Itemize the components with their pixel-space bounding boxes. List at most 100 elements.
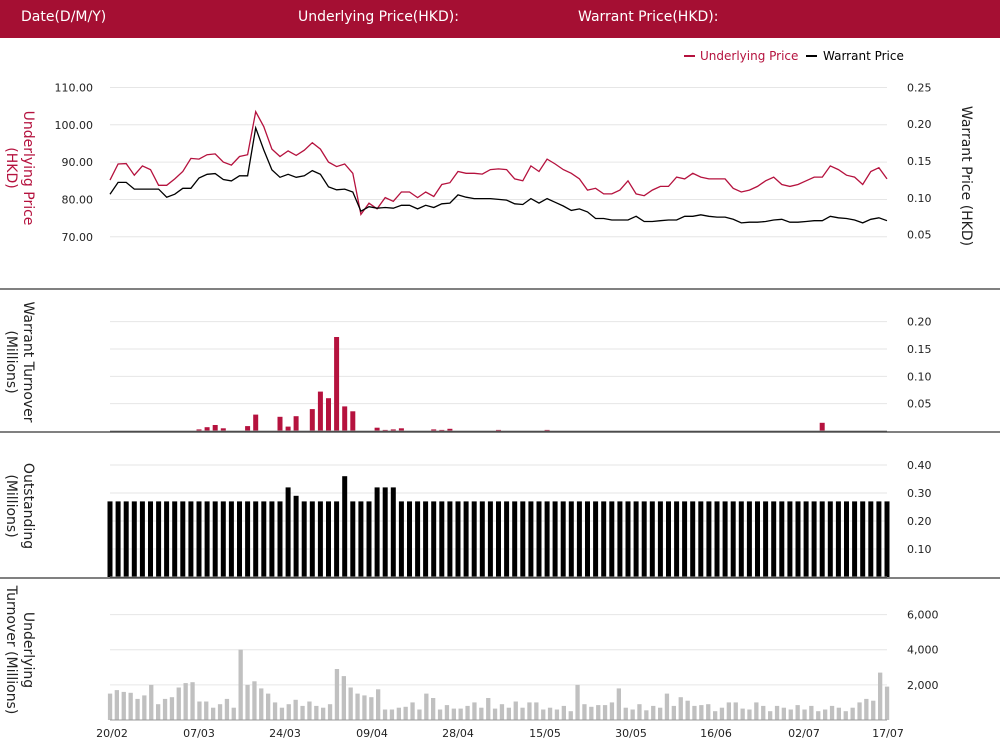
bar [479,501,485,577]
bar [561,705,566,720]
bar [699,705,704,720]
bar [277,416,283,431]
bar [398,428,404,431]
bar [286,704,291,720]
bar [301,501,307,577]
bar-y-axis-title: Warrant Turnover(Millions) [3,301,36,422]
bar [407,501,412,577]
bar [527,702,532,720]
bar [176,687,181,720]
bar [327,704,333,720]
bar [224,698,230,720]
bar [884,686,890,720]
bar [238,649,243,720]
bar [520,501,526,577]
y-left-tick-label: 110.00 [55,81,94,94]
y-right-axis-title: Warrant Price (HKD) [958,106,974,246]
bar [135,698,140,720]
bar [164,501,170,577]
bar [398,501,404,577]
bar [713,711,718,720]
bar [685,700,690,720]
bar [355,693,360,720]
y-right-tick-label: 0.05 [907,229,932,242]
bar-y-tick-label: 6,000 [907,609,939,622]
bar-y-tick-label: 0.30 [907,487,932,500]
bar [382,709,388,720]
x-tick-label: 07/03 [183,727,215,740]
bar [423,501,429,577]
bar [593,501,599,577]
bar [512,501,518,577]
bar [245,684,250,720]
bar [204,501,210,577]
bar [374,487,380,577]
bar [437,709,443,720]
bar [852,501,858,577]
bar [334,501,340,577]
bar [666,501,671,577]
bar-y-tick-label: 0.10 [907,370,932,383]
bar [447,501,453,577]
bar [245,501,251,577]
bar [180,501,186,577]
bar-y-axis-title: UnderlyingTurnover (Millions) [3,585,36,715]
bar [609,501,615,577]
bar [730,501,736,577]
bar [341,676,346,720]
bar [261,501,267,577]
y-left-tick-label: 100.00 [55,119,94,132]
bar [431,429,437,431]
bar [651,705,656,720]
bar [465,705,470,720]
bar [819,422,825,431]
bar [415,501,421,577]
bar [253,501,259,577]
y-left-tick-label: 70.00 [62,231,94,244]
bar [471,501,477,577]
bar [369,697,374,720]
bar [309,501,315,577]
bar [857,702,862,720]
bar [447,428,453,431]
bar [269,501,275,577]
bar [802,709,807,720]
bar [228,501,234,577]
x-tick-label: 24/03 [269,727,301,740]
bar [431,698,436,720]
y-left-axis-title-line: (HKD) [3,147,19,188]
bar [504,501,510,577]
bar-y-tick-label: 0.15 [907,343,932,356]
bar [169,697,175,720]
bar [816,711,821,720]
bar [589,706,594,720]
x-tick-label: 30/05 [615,727,647,740]
y-left-tick-label: 90.00 [62,156,94,169]
bar [128,692,133,720]
bar [196,429,202,431]
bar [649,501,655,577]
bar [348,687,353,720]
bar [630,709,635,720]
bar [868,501,874,577]
bar [623,707,628,720]
bar [342,406,348,431]
bar-y-tick-label: 0.40 [907,459,932,472]
bar [513,701,518,720]
bar [585,501,590,577]
bar [252,681,257,720]
bar [389,709,395,720]
bar [637,704,642,720]
bar [293,495,299,577]
bar [492,708,498,720]
bar [362,695,367,720]
bar [396,707,401,720]
bar [771,501,777,577]
bar [293,699,298,720]
bar [317,501,323,577]
bar [148,501,153,577]
bar [544,501,550,577]
x-tick-label: 17/07 [872,727,904,740]
bar [823,709,828,720]
bar [763,501,769,577]
